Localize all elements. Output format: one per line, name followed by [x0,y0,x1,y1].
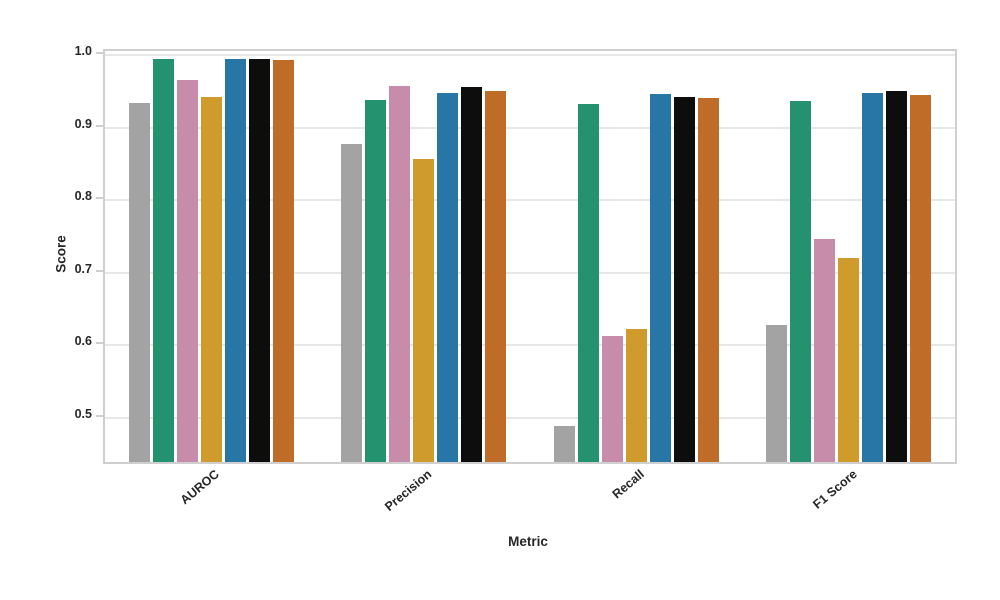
gridline-0.8 [105,199,955,202]
plot-area [103,49,957,464]
bar-orange-recall [697,97,719,462]
y-tick-mark [96,51,103,54]
gridline-0.7 [105,271,955,274]
bar-green-f1-score [790,100,812,462]
bar-pink-precision [389,86,411,462]
bar-blue-precision [437,92,459,462]
bar-gold-precision [413,158,435,462]
bar-green-auroc [152,59,174,462]
gridline-0.5 [105,417,955,419]
bar-blue-recall [649,94,671,462]
y-tick-label: 0.5 [74,407,92,421]
y-tick-label: 0.6 [74,334,92,349]
bar-green-precision [365,100,387,462]
bar-orange-auroc [272,60,294,462]
x-tick-label-recall: Recall [610,467,648,502]
y-tick-label: 0.9 [74,116,92,131]
y-tick-mark [96,342,103,345]
bar-blue-auroc [224,59,246,462]
x-tick-label-precision: Precision [382,467,435,514]
y-tick-label: 0.8 [74,189,92,204]
bar-blue-f1-score [862,92,884,462]
x-axis-title: Metric [508,534,548,549]
bar-gray-recall [553,426,575,462]
bar-black-precision [461,86,483,462]
y-tick-mark [96,415,103,417]
y-tick-label: 0.7 [74,261,92,276]
gridline-1.0 [105,53,955,56]
x-tick-label-f1-score: F1 Score [810,467,860,512]
bar-pink-f1-score [814,238,836,462]
gridline-0.6 [105,344,955,347]
bar-pink-recall [601,336,623,462]
bar-gray-precision [341,144,363,462]
y-tick-mark [96,197,103,200]
y-tick-label: 1.0 [74,43,92,58]
bar-gray-auroc [128,102,150,462]
bar-pink-auroc [176,79,198,462]
bar-gold-f1-score [838,258,860,462]
x-tick-label-auroc: AUROC [178,467,223,508]
bar-orange-precision [485,90,507,462]
bar-black-auroc [248,59,270,462]
y-tick-mark [96,269,103,272]
bar-black-recall [673,97,695,462]
bar-gold-recall [625,329,647,462]
y-tick-mark [96,124,103,127]
bar-green-recall [577,103,599,462]
bar-gold-auroc [200,97,222,462]
gridline-0.9 [105,126,955,129]
bar-black-f1-score [886,91,908,462]
bar-gray-f1-score [766,325,788,462]
bar-orange-f1-score [910,94,932,462]
